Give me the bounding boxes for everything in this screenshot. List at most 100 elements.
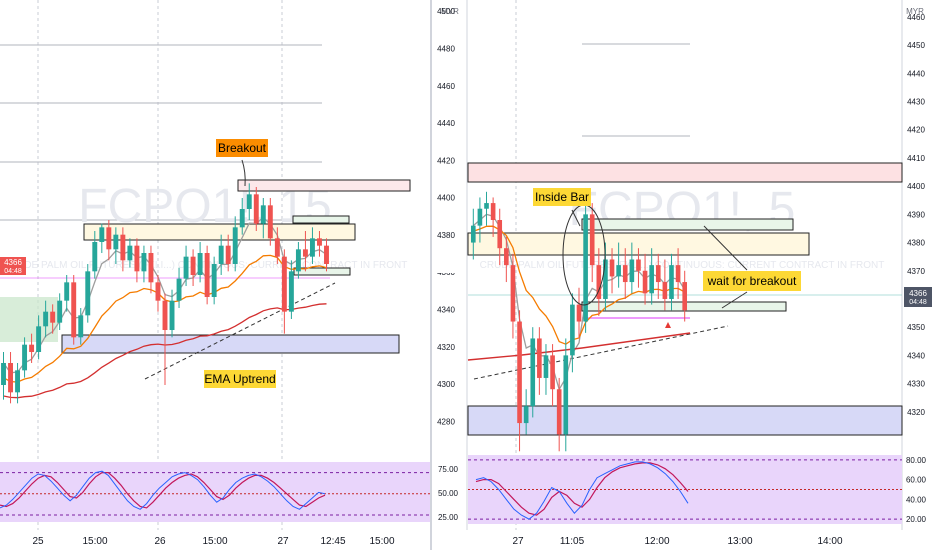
candle[interactable]: [309, 238, 315, 257]
candle[interactable]: [523, 406, 529, 424]
candle[interactable]: [603, 259, 608, 299]
breakout-label-bg[interactable]: [216, 139, 268, 157]
candle[interactable]: [225, 245, 231, 264]
candle[interactable]: [29, 344, 35, 352]
trendline[interactable]: [473, 325, 729, 380]
chart-5min[interactable]: MYR4280430043204340436043804400442044404…: [432, 0, 932, 550]
chart-15min[interactable]: FCPO1!, 15CRUDE PALM OIL FUTURES (FKLI..…: [0, 0, 430, 550]
candle[interactable]: [477, 208, 483, 226]
candle[interactable]: [113, 234, 119, 250]
candle[interactable]: [141, 253, 147, 272]
candle[interactable]: [239, 209, 245, 228]
candle[interactable]: [36, 326, 42, 352]
candle[interactable]: [510, 265, 516, 322]
candle[interactable]: [470, 225, 476, 243]
candle[interactable]: [218, 245, 224, 264]
candle[interactable]: [550, 355, 555, 390]
inside-bar-label-bg[interactable]: [533, 188, 591, 206]
candle[interactable]: [497, 220, 503, 249]
candle[interactable]: [609, 259, 615, 277]
candle[interactable]: [682, 282, 688, 311]
candle[interactable]: [583, 214, 588, 322]
candle[interactable]: [267, 205, 273, 239]
resistance-zone[interactable]: [83, 223, 356, 241]
chart-pane-5min[interactable]: MYR4280430043204340436043804400442044404…: [432, 0, 932, 550]
candle[interactable]: [490, 203, 496, 220]
candle[interactable]: [85, 271, 91, 316]
candle[interactable]: [295, 249, 301, 272]
candle[interactable]: [99, 227, 105, 242]
candle[interactable]: [127, 245, 133, 261]
green-zone[interactable]: [0, 297, 58, 342]
wait-breakout-label-bg[interactable]: [703, 271, 801, 291]
candle[interactable]: [662, 282, 668, 299]
supply-zone[interactable]: [237, 179, 411, 192]
candle[interactable]: [232, 227, 238, 264]
candle[interactable]: [8, 363, 13, 393]
candle[interactable]: [57, 300, 63, 323]
candle[interactable]: [162, 300, 168, 330]
candle[interactable]: [484, 203, 489, 209]
candle[interactable]: [649, 265, 654, 294]
candle[interactable]: [15, 370, 21, 393]
candle[interactable]: [596, 265, 602, 299]
candle[interactable]: [675, 265, 681, 283]
candle[interactable]: [556, 389, 562, 435]
candle[interactable]: [169, 300, 175, 330]
candle[interactable]: [576, 304, 582, 322]
candle[interactable]: [43, 311, 49, 327]
ema-uptrend-label-bg[interactable]: [204, 370, 276, 388]
candle[interactable]: [148, 253, 154, 283]
support-zone[interactable]: [467, 405, 903, 436]
supply-zone[interactable]: [467, 162, 903, 183]
candle[interactable]: [71, 282, 77, 338]
candle[interactable]: [537, 338, 542, 378]
candle[interactable]: [106, 227, 112, 250]
candle[interactable]: [190, 256, 196, 275]
inside-bar-high-zone[interactable]: [581, 218, 794, 231]
candle[interactable]: [324, 245, 329, 264]
candle[interactable]: [246, 194, 252, 209]
candle[interactable]: [636, 259, 641, 271]
candle[interactable]: [78, 315, 84, 338]
candle[interactable]: [622, 265, 628, 283]
candle[interactable]: [504, 248, 509, 266]
candle[interactable]: [92, 242, 98, 272]
candle[interactable]: [530, 338, 536, 407]
support-retest-zone[interactable]: [293, 267, 351, 276]
candle[interactable]: [155, 282, 161, 301]
candle[interactable]: [288, 271, 294, 312]
candle[interactable]: [22, 344, 28, 371]
candle[interactable]: [197, 253, 203, 275]
candle[interactable]: [669, 265, 674, 299]
candle[interactable]: [1, 363, 6, 385]
pane-divider[interactable]: [430, 0, 432, 550]
candle[interactable]: [134, 245, 140, 272]
candle[interactable]: [589, 214, 595, 266]
candle[interactable]: [183, 256, 189, 279]
candle[interactable]: [317, 238, 322, 246]
support-zone[interactable]: [61, 334, 400, 354]
candle[interactable]: [274, 238, 280, 257]
candle[interactable]: [543, 355, 549, 378]
trendline[interactable]: [144, 282, 336, 380]
candle[interactable]: [204, 253, 210, 297]
candle[interactable]: [253, 194, 259, 224]
candle[interactable]: [120, 234, 126, 261]
candle[interactable]: [629, 259, 635, 283]
candle[interactable]: [655, 265, 661, 283]
candle[interactable]: [176, 278, 182, 301]
candle[interactable]: [211, 264, 217, 297]
candle[interactable]: [642, 270, 648, 294]
candle[interactable]: [302, 249, 308, 257]
candle[interactable]: [64, 282, 70, 301]
breakout-retest-zone[interactable]: [292, 215, 350, 224]
candle[interactable]: [563, 355, 569, 435]
chart-pane-15min[interactable]: FCPO1!, 15CRUDE PALM OIL FUTURES (FKLI..…: [0, 0, 430, 550]
candle[interactable]: [616, 265, 621, 277]
candle[interactable]: [570, 304, 575, 356]
candle[interactable]: [281, 256, 287, 312]
candle[interactable]: [50, 311, 56, 323]
candle[interactable]: [260, 205, 266, 224]
candle[interactable]: [517, 321, 522, 424]
